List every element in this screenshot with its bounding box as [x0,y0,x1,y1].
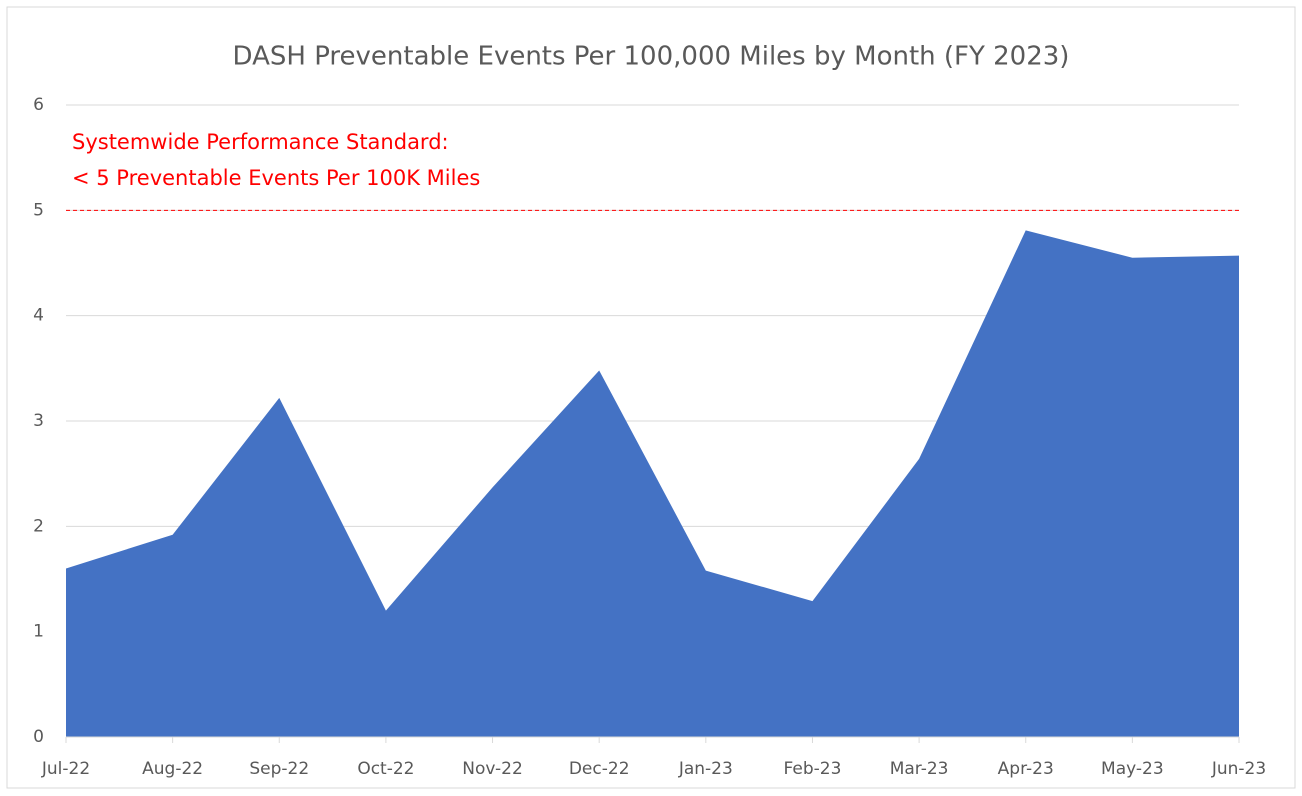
y-tick-label: 0 [33,727,44,747]
area [66,230,1239,737]
x-tick-label: Jan-23 [678,759,733,779]
x-tick-label: Aug-22 [142,759,203,779]
x-tick-label: Jun-23 [1211,759,1266,779]
x-tick-label: Dec-22 [569,759,630,779]
x-tick-label: Nov-22 [462,759,523,779]
y-tick-label: 3 [33,411,44,431]
y-tick-label: 6 [33,95,44,115]
x-tick-label: Sep-22 [249,759,309,779]
y-tick-label: 2 [33,516,44,536]
x-tick-label: Jul-22 [41,759,90,779]
x-tick-label: Feb-23 [784,759,842,779]
annotation: Systemwide Performance Standard: [72,130,449,154]
y-tick-label: 4 [33,306,44,326]
x-tick-label: Mar-23 [890,759,949,779]
y-tick-label: 1 [33,622,44,642]
y-tick-label: 5 [33,200,44,220]
x-tick-label: Oct-22 [357,759,414,779]
annotation: < 5 Preventable Events Per 100K Miles [72,166,480,190]
x-tick-label: May-23 [1101,759,1164,779]
x-tick-label: Apr-23 [998,759,1054,779]
chart-title: DASH Preventable Events Per 100,000 Mile… [233,42,1070,72]
